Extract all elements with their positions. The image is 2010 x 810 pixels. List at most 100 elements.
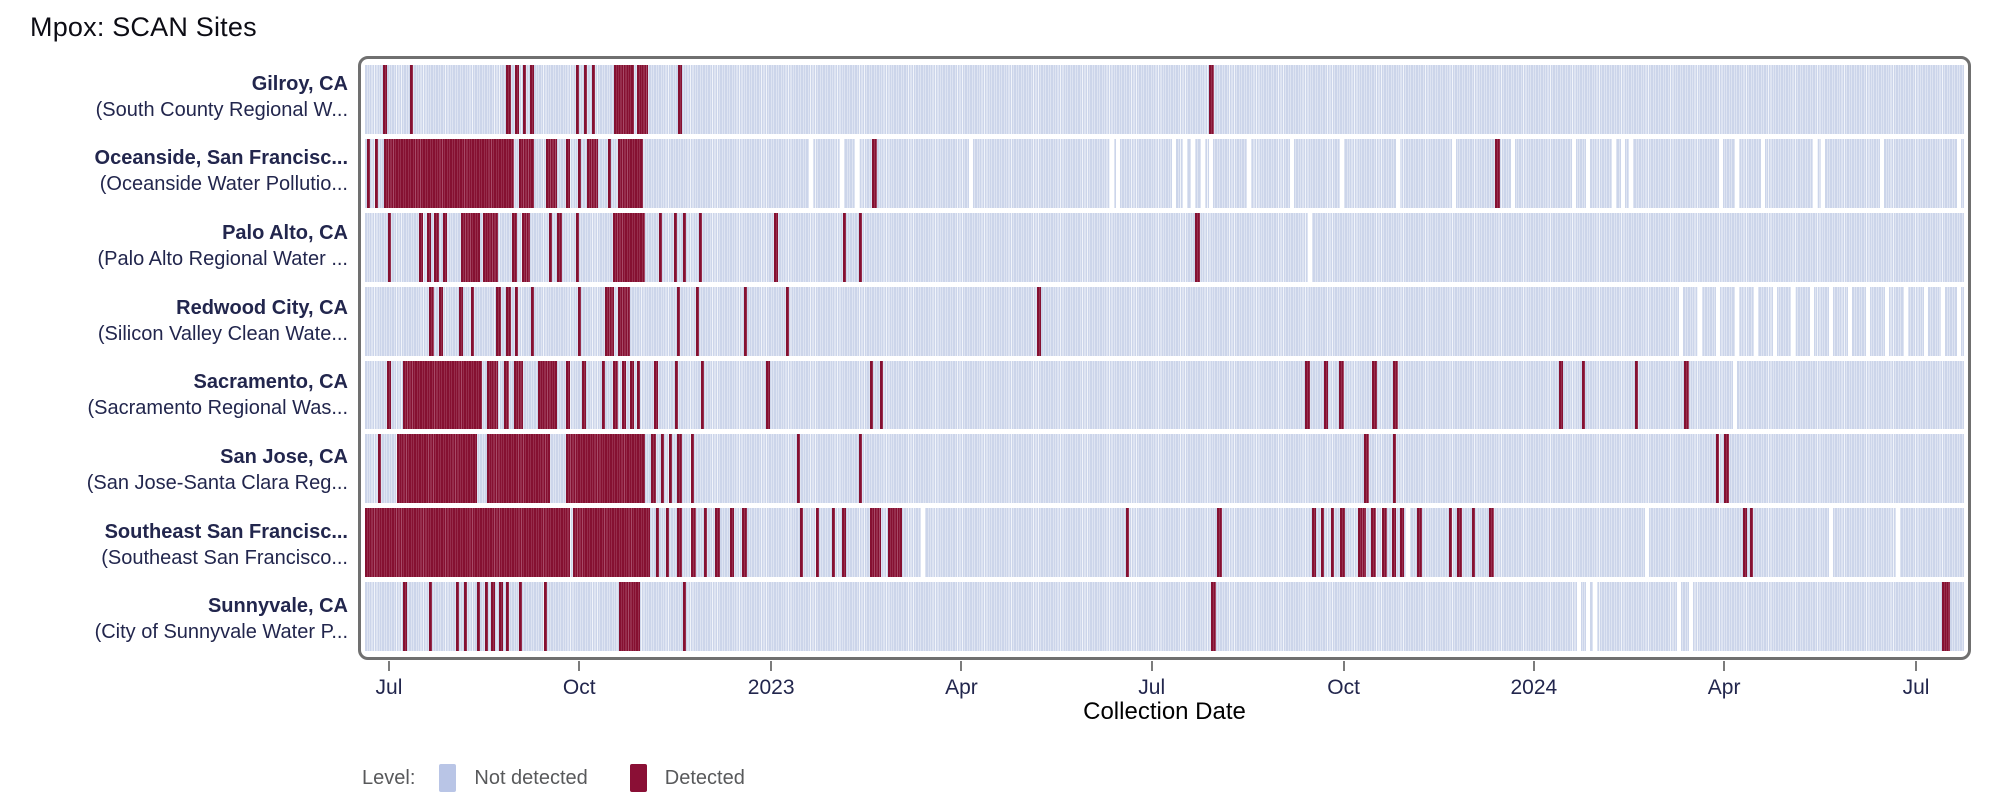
detected-segment <box>1036 286 1042 356</box>
site-label: Sunnyvale, CA (City of Sunnyvale Water P.… <box>0 584 348 654</box>
detected-segment <box>548 212 553 282</box>
detected-segment <box>743 286 748 356</box>
no-data-gap <box>1629 138 1634 208</box>
detected-segment <box>1324 360 1328 430</box>
row-track <box>365 65 1964 134</box>
detected-segment <box>419 212 423 282</box>
detected-segment <box>859 212 863 282</box>
detected-segment <box>443 212 447 282</box>
detected-segment <box>576 65 580 134</box>
detected-segment <box>678 65 682 134</box>
no-data-gap <box>1395 138 1400 208</box>
no-data-gap <box>1586 138 1591 208</box>
no-data-gap <box>1592 582 1597 651</box>
detected-segment <box>476 582 481 651</box>
row-track <box>365 286 1964 356</box>
no-data-gap <box>1896 508 1901 578</box>
legend-swatch <box>439 764 457 792</box>
site-facility: (Sacramento Regional Was... <box>87 397 348 420</box>
x-tick-label: Oct <box>562 676 596 699</box>
site-facility: (Silicon Valley Clean Wate... <box>97 322 348 345</box>
detected-segment <box>544 582 548 651</box>
x-tick-label: 2023 <box>747 676 795 699</box>
detected-segment <box>459 286 463 356</box>
detected-segment <box>403 360 482 430</box>
detected-segment <box>1305 360 1310 430</box>
detected-segment <box>388 212 392 282</box>
detected-segment <box>387 360 391 430</box>
detected-segment <box>491 582 495 651</box>
no-data-gap <box>1880 138 1885 208</box>
no-data-gap <box>1813 138 1818 208</box>
detected-segment <box>512 212 517 282</box>
site-label: Gilroy, CA (South County Regional W... <box>0 62 348 132</box>
x-axis: Jul Oct 2023 Apr Jul Oct 2024 Apr Jul <box>365 660 1964 720</box>
x-tick-label: Apr <box>1707 676 1741 699</box>
detected-segment <box>843 212 847 282</box>
detected-segment <box>729 508 735 578</box>
detected-segment <box>1449 508 1453 578</box>
detected-segment <box>691 508 696 578</box>
no-data-gap <box>1829 508 1834 578</box>
detected-segment <box>1391 508 1397 578</box>
detected-segment <box>1381 508 1387 578</box>
detected-segment <box>665 508 669 578</box>
site-facility: (Oceanside Water Pollutio... <box>99 173 348 196</box>
detected-segment <box>1417 508 1422 578</box>
no-data-gap <box>1451 138 1456 208</box>
detected-segment <box>675 360 679 430</box>
x-tick-label: Oct <box>1327 676 1360 699</box>
site-facility: (Palo Alto Regional Water ... <box>97 248 349 271</box>
x-tick-label: Jul <box>1138 676 1166 699</box>
no-data-gap <box>1790 286 1795 356</box>
detected-segment <box>384 138 514 208</box>
detected-segment <box>676 286 680 356</box>
no-data-gap <box>1677 582 1682 651</box>
detected-segment <box>651 434 657 504</box>
detected-segment <box>428 582 433 651</box>
detected-segment <box>1581 360 1586 430</box>
no-data-gap <box>1773 286 1778 356</box>
no-data-gap <box>1821 138 1826 208</box>
no-data-gap <box>1172 138 1177 208</box>
no-data-gap <box>1829 286 1834 356</box>
detected-segment <box>484 582 489 651</box>
detected-segment <box>483 212 498 282</box>
legend-swatch <box>629 764 647 792</box>
detected-segment <box>683 212 687 282</box>
no-data-gap <box>1718 138 1723 208</box>
site-city: San Jose, CA <box>220 445 348 468</box>
detected-segment <box>1338 360 1344 430</box>
detected-segment <box>515 286 519 356</box>
row-track <box>365 582 1964 651</box>
detected-segment <box>700 360 704 430</box>
detected-segment <box>1393 434 1397 504</box>
detected-segment <box>1457 508 1462 578</box>
site-city: Southeast San Francisc... <box>104 520 348 543</box>
detected-segment <box>566 360 570 430</box>
no-data-gap <box>1339 138 1344 208</box>
detected-segment <box>409 65 413 134</box>
detected-segment <box>545 138 557 208</box>
detected-segment <box>505 65 511 134</box>
detected-segment <box>1311 508 1317 578</box>
no-data-gap <box>1191 138 1196 208</box>
detected-segment <box>683 582 687 651</box>
site-city: Sunnyvale, CA <box>207 595 348 618</box>
detected-segment <box>1194 212 1200 282</box>
no-data-gap <box>1645 508 1650 578</box>
site-labels-column: Gilroy, CA (South County Regional W... Oce… <box>0 56 348 660</box>
detected-segment <box>1489 508 1494 578</box>
detected-segment <box>572 508 650 578</box>
detected-segment <box>456 582 460 651</box>
detected-segment <box>531 286 535 356</box>
site-city: Oceanside, San Francisc... <box>94 147 348 170</box>
x-tick-mark <box>770 661 773 671</box>
detected-segment <box>403 582 407 651</box>
no-data-gap <box>1733 360 1738 430</box>
detected-segment <box>617 138 644 208</box>
no-data-gap <box>1308 212 1312 282</box>
row-track <box>365 138 1964 208</box>
detected-segment <box>1399 508 1405 578</box>
detected-segment <box>523 65 527 134</box>
